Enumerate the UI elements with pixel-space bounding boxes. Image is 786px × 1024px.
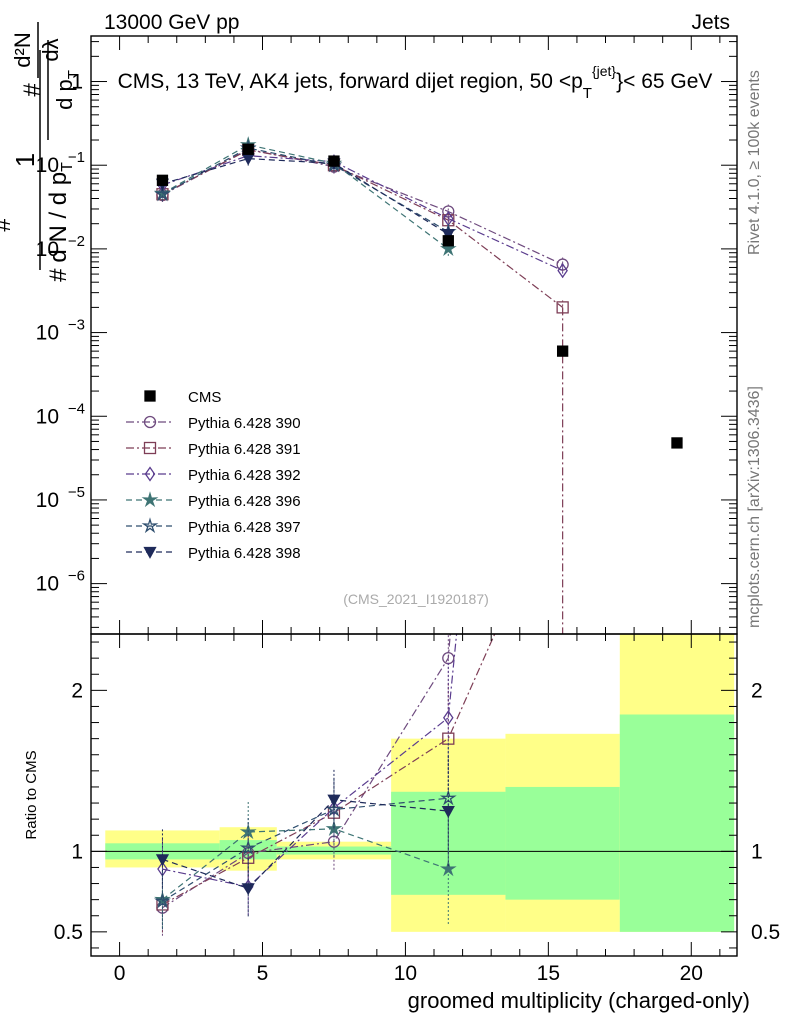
y-tick-exp-4: −4 bbox=[68, 400, 85, 417]
ratio-y-label-right-2: 2 bbox=[751, 679, 763, 702]
ratio-y-label-left-1: 1 bbox=[71, 840, 83, 863]
x-tick-label-1: 5 bbox=[257, 962, 269, 985]
y-tick-exp-3: −3 bbox=[68, 317, 85, 334]
ratio-point-2-3 bbox=[443, 710, 454, 726]
y-tick-exp-5: −5 bbox=[68, 484, 85, 501]
ratio-series bbox=[154, 634, 496, 938]
ratio-point-3-0 bbox=[154, 890, 171, 907]
analysis-watermark: (CMS_2021_I1920187) bbox=[343, 591, 489, 607]
y-tick-exp-2: −2 bbox=[68, 233, 85, 250]
ratio-point-4-0 bbox=[154, 892, 171, 909]
side-label-top: Rivet 4.1.0, ≥ 100k events bbox=[746, 70, 763, 255]
ratio-frame bbox=[90, 633, 738, 957]
x-axis-label: groomed multiplicity (charged-only) bbox=[408, 988, 750, 1013]
ratio-y-label-left-0: 0.5 bbox=[54, 921, 83, 944]
main-line-2 bbox=[162, 155, 563, 272]
ratio-y-label-left-2: 2 bbox=[71, 679, 83, 702]
x-tick-label-2: 10 bbox=[394, 962, 417, 985]
ylabel-dpt: d pT bbox=[52, 70, 82, 110]
legend-label-4: Pythia 6.428 397 bbox=[188, 519, 301, 536]
legend-label-3: Pythia 6.428 396 bbox=[188, 493, 301, 510]
main-line-3 bbox=[162, 144, 449, 250]
ratio-point-5-2 bbox=[327, 794, 341, 807]
main-line-5 bbox=[162, 157, 449, 235]
ratio-y-label: Ratio to CMS bbox=[23, 750, 40, 839]
main-point-3-3 bbox=[439, 240, 457, 257]
main-point-2-4 bbox=[557, 262, 568, 279]
ylabel-dlambda: dλ bbox=[38, 38, 63, 61]
side-label-bottom: mcplots.cern.ch [arXiv:1306.3436] bbox=[746, 386, 763, 628]
legend-marker-4 bbox=[141, 517, 159, 534]
y-tick-label-0: 1 bbox=[71, 71, 83, 94]
cms-point-0 bbox=[156, 174, 169, 186]
y-axis-label: 1 # #d N / d pT # d pT d²N dλ bbox=[0, 22, 82, 282]
y-tick-label-3: 10 bbox=[36, 322, 59, 345]
ratio-point-4-1 bbox=[239, 839, 257, 856]
ylabel-denominator: #d N / d pT bbox=[45, 162, 76, 282]
legend-label-cms: CMS bbox=[188, 389, 221, 406]
band-green-5 bbox=[619, 714, 735, 932]
ratio-point-3-3 bbox=[439, 860, 457, 877]
cms-point-3 bbox=[442, 235, 454, 247]
header-left: 13000 GeV pp bbox=[104, 11, 239, 34]
legend-marker-0 bbox=[143, 415, 157, 429]
legend-label-2: Pythia 6.428 392 bbox=[188, 467, 301, 484]
ratio-line-0 bbox=[162, 634, 451, 909]
y-tick-label-6: 10 bbox=[36, 573, 59, 596]
legend-marker-5 bbox=[143, 546, 157, 559]
ratio-y-label-right-0: 0.5 bbox=[751, 921, 780, 944]
main-point-5-3 bbox=[441, 229, 455, 242]
ylabel-hash-1: # bbox=[0, 218, 16, 232]
x-tick-label-0: 0 bbox=[114, 962, 126, 985]
legend-marker-3 bbox=[141, 491, 159, 508]
ylabel-hash-2: # bbox=[19, 83, 46, 97]
ratio-line-5 bbox=[162, 799, 449, 890]
y-tick-label-4: 10 bbox=[36, 405, 59, 428]
legend-marker-2 bbox=[144, 466, 156, 482]
legend: CMS Pythia 6.428 390 Pythia 6.428 391 Pythi… bbox=[126, 389, 301, 562]
x-tick-label-3: 15 bbox=[537, 962, 560, 985]
legend-label-1: Pythia 6.428 391 bbox=[188, 441, 301, 458]
y-tick-exp-1: −1 bbox=[68, 149, 85, 166]
y-tick-label-5: 10 bbox=[36, 489, 59, 512]
y-tick-label-2: 10 bbox=[36, 238, 59, 261]
uncertainty-bands bbox=[91, 634, 737, 932]
band-green-4 bbox=[505, 786, 620, 900]
cms-point-4 bbox=[556, 345, 569, 357]
legend-marker-cms bbox=[144, 390, 156, 402]
ratio-y-label-right-1: 1 bbox=[751, 840, 763, 863]
main-series bbox=[154, 136, 683, 634]
ratio-point-5-3 bbox=[441, 805, 455, 818]
cms-point-1 bbox=[242, 143, 254, 155]
cms-point-5 bbox=[671, 437, 683, 449]
y-tick-label-1: 10 bbox=[36, 154, 59, 177]
ratio-point-5-1 bbox=[241, 883, 255, 896]
ylabel-one: 1 bbox=[10, 153, 40, 167]
ratio-line-4 bbox=[162, 797, 449, 902]
axes: 0 5 10 15 20 1 10 −1 10 −2 10 −3 10 −4 10 −5 10 −6 0.5 0.5 1… bbox=[36, 35, 780, 985]
ratio-line-3 bbox=[162, 828, 449, 901]
ratio-point-5-0 bbox=[155, 854, 170, 867]
main-point-0-4 bbox=[556, 258, 569, 271]
y-tick-exp-6: −6 bbox=[68, 568, 85, 585]
header-right: Jets bbox=[691, 11, 730, 34]
cms-point-2 bbox=[328, 155, 340, 167]
legend-label-5: Pythia 6.428 398 bbox=[188, 545, 301, 562]
band-green-2 bbox=[276, 846, 392, 855]
main-line-1 bbox=[162, 149, 563, 308]
legend-marker-1 bbox=[143, 441, 157, 455]
main-title: CMS, 13 TeV, AK4 jets, forward dijet reg… bbox=[118, 63, 713, 102]
main-point-4-0 bbox=[154, 185, 171, 202]
legend-label-0: Pythia 6.428 390 bbox=[188, 415, 301, 432]
ylabel-d2n: d²N bbox=[10, 32, 35, 67]
x-tick-label-4: 20 bbox=[680, 962, 703, 985]
